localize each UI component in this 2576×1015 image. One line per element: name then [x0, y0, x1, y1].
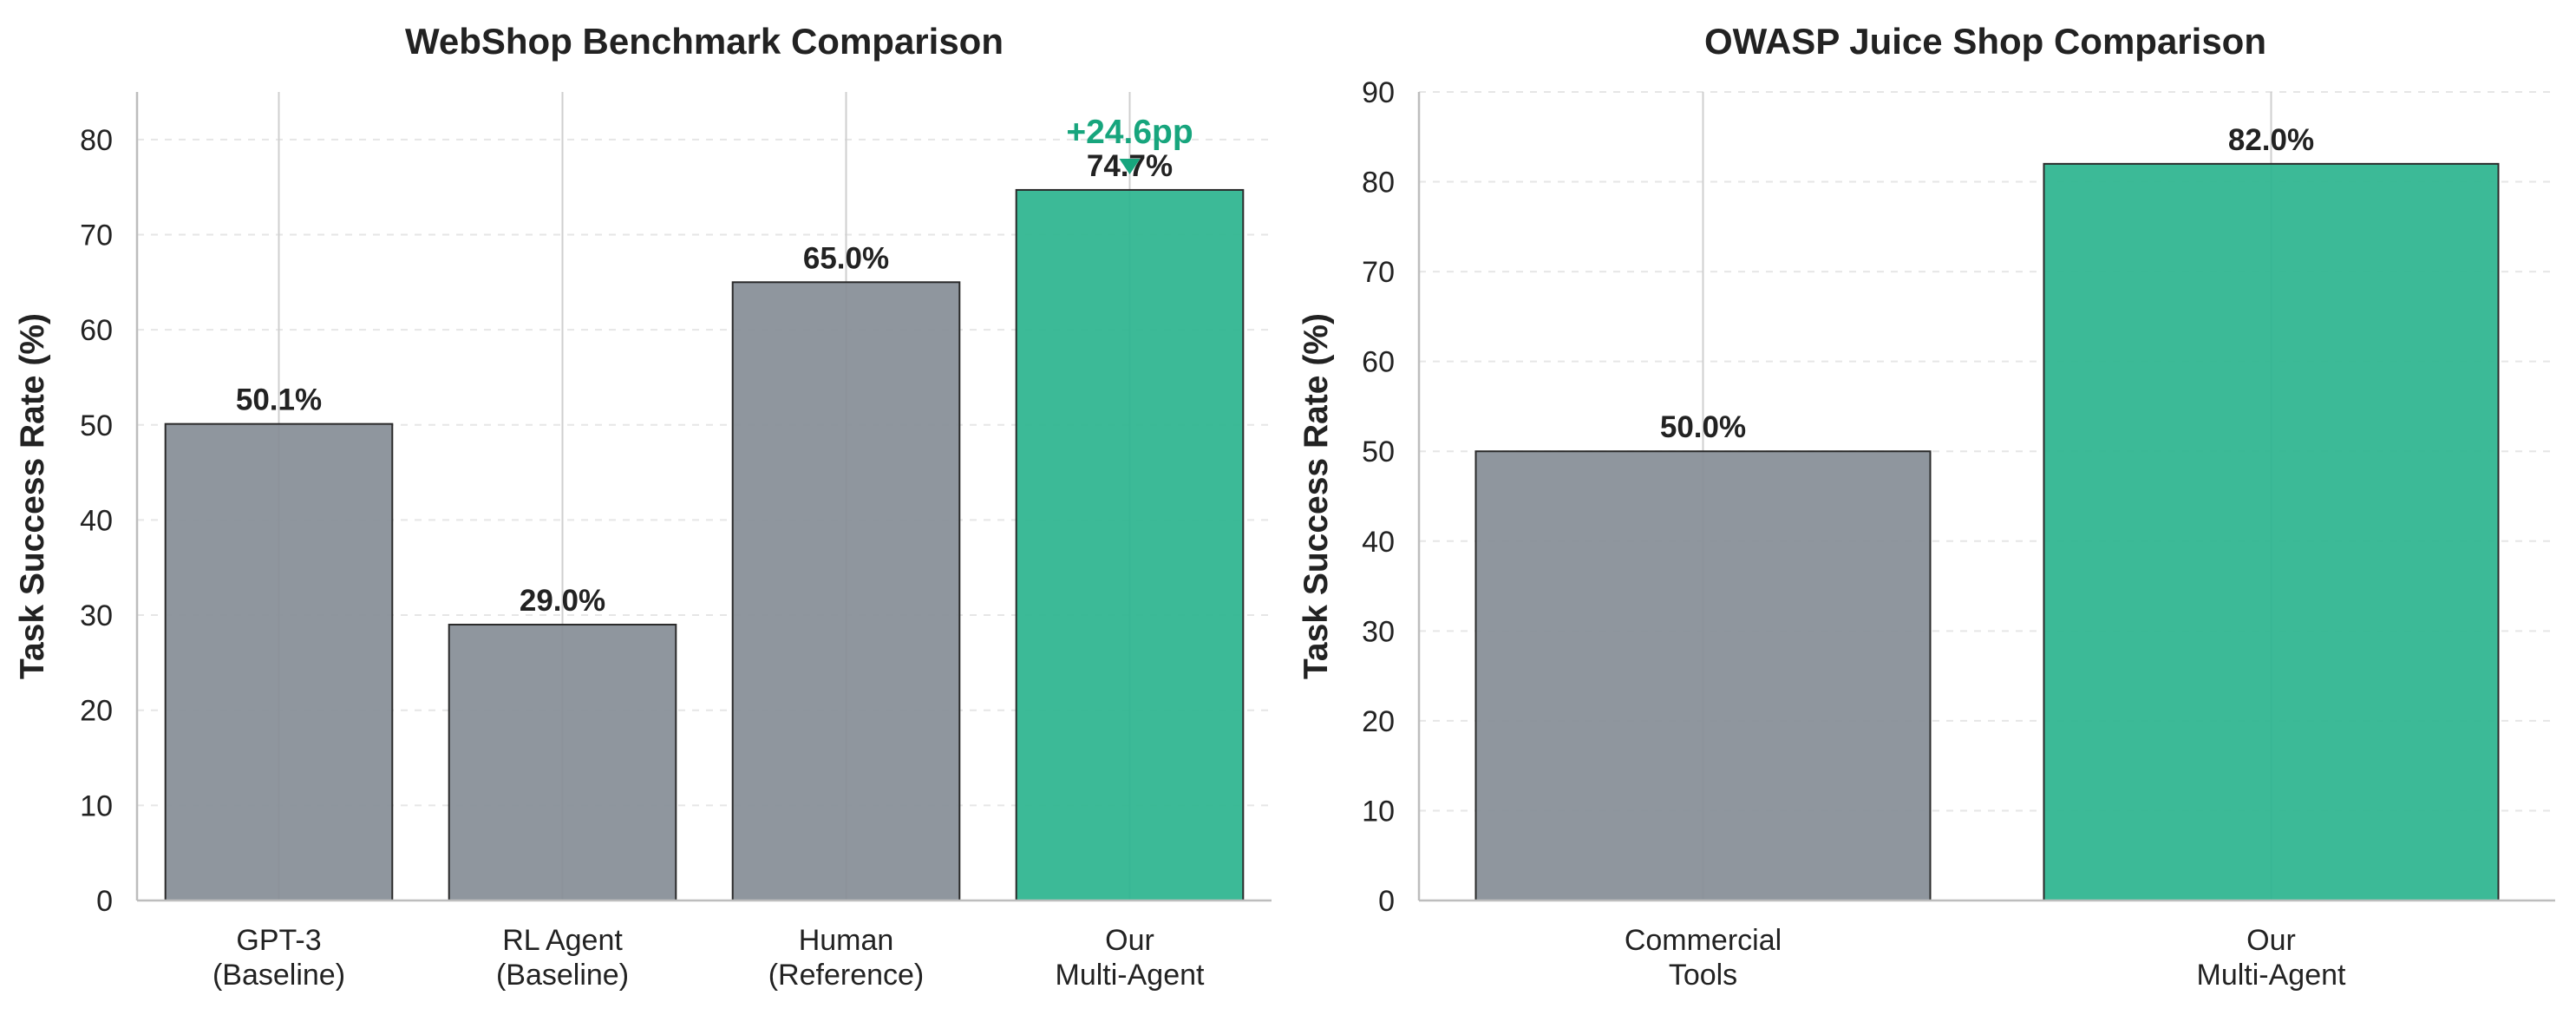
chart-title: OWASP Juice Shop Comparison: [1704, 21, 2266, 62]
y-tick-label: 70: [1362, 256, 1395, 289]
bar: [448, 624, 677, 902]
bar: [164, 422, 394, 902]
y-tick-label: 60: [80, 314, 113, 347]
y-tick-label: 50: [1362, 435, 1395, 468]
bar: [731, 281, 961, 901]
y-tick-label: 90: [1362, 76, 1395, 109]
x-tick-label: Human (Reference): [768, 924, 925, 992]
x-tick-label: Our Multi-Agent: [2197, 924, 2347, 992]
y-axis-label: Task Success Rate (%): [1298, 313, 1335, 679]
y-tick-label: 50: [80, 409, 113, 442]
x-tick-label: Commercial Tools: [1625, 924, 1782, 992]
y-tick-label: 70: [80, 219, 113, 252]
bar-value-label: 82.0%: [2228, 123, 2314, 157]
improvement-annotation: +24.6pp: [1066, 114, 1193, 151]
chart-title: WebShop Benchmark Comparison: [405, 21, 1004, 62]
y-tick-label: 0: [96, 885, 113, 918]
webshop-chart-panel: WebShop Benchmark Comparison Task Success…: [14, 21, 1272, 992]
y-tick-label: 80: [1362, 167, 1395, 200]
y-tick-label: 10: [1362, 795, 1395, 828]
y-tick-label: 60: [1362, 346, 1395, 379]
y-axis-label: Task Success Rate (%): [14, 313, 51, 679]
y-tick-label: 20: [80, 695, 113, 728]
annotation-arrow-icon: [1119, 159, 1141, 174]
y-tick-label: 20: [1362, 705, 1395, 738]
x-tick-label: GPT-3 (Baseline): [212, 924, 345, 992]
y-tick-label: 40: [80, 504, 113, 537]
x-tick-label: Our Multi-Agent: [1056, 924, 1206, 992]
y-tick-label: 30: [80, 599, 113, 632]
y-tick-label: 30: [1362, 615, 1395, 648]
x-tick-label: RL Agent (Baseline): [496, 924, 629, 992]
bar-value-label: 50.0%: [1660, 410, 1746, 444]
juice-shop-chart-panel: OWASP Juice Shop Comparison Task Success …: [1298, 21, 2555, 992]
y-tick-label: 40: [1362, 526, 1395, 559]
y-tick-label: 0: [1378, 885, 1395, 918]
bar: [1474, 450, 1932, 901]
y-tick-label: 10: [80, 789, 113, 822]
bar-value-label: 50.1%: [236, 383, 322, 417]
bar: [2043, 162, 2500, 902]
bar: [1015, 188, 1245, 902]
y-tick-label: 80: [80, 124, 113, 157]
bar-value-label: 65.0%: [803, 241, 889, 275]
bar-value-label: 29.0%: [520, 584, 605, 618]
